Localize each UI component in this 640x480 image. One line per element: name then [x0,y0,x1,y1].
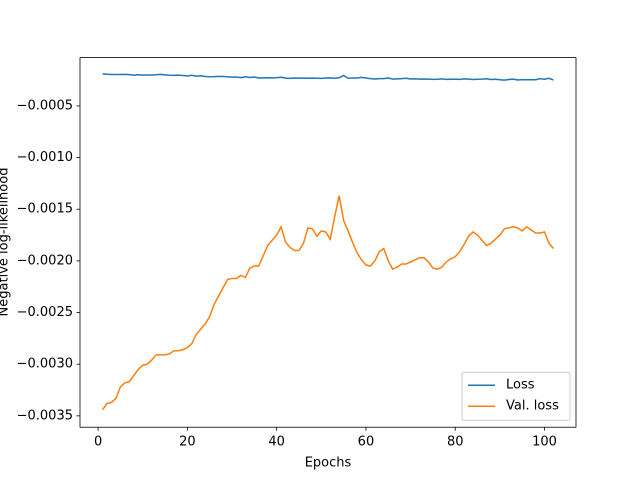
y-tick-label: −0.0020 [17,253,73,268]
series-line [102,73,554,81]
y-tick-label: −0.0005 [17,98,73,113]
legend-label: Val. loss [506,399,559,414]
y-tick-label: −0.0010 [17,150,73,165]
series-line [101,195,555,411]
x-axis-label: Epochs [305,456,352,471]
axes-frame [79,57,577,428]
y-tick-label: −0.0025 [17,305,73,320]
y-tick-label: −0.0015 [17,202,73,217]
y-axis-label: Negative log-likelihood [0,168,12,317]
legend-label: Loss [506,378,535,393]
x-tick-label: 80 [447,435,464,450]
x-tick-label: 60 [358,435,375,450]
y-tick-label: −0.0035 [17,408,73,423]
y-tick-label: −0.0030 [17,357,73,372]
x-tick-label: 20 [179,435,196,450]
x-tick-label: 0 [94,435,102,450]
x-tick-label: 40 [268,435,285,450]
legend-box [461,371,571,421]
x-tick-label: 100 [532,435,557,450]
